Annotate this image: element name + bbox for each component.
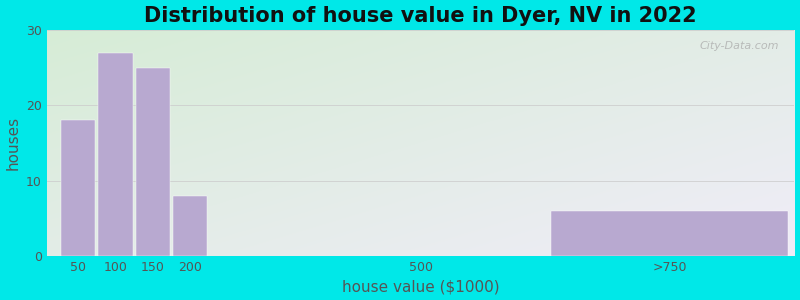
Y-axis label: houses: houses bbox=[6, 116, 21, 170]
Text: City-Data.com: City-Data.com bbox=[700, 41, 779, 51]
Bar bbox=[173, 196, 207, 256]
Bar bbox=[61, 120, 95, 256]
Bar bbox=[98, 52, 133, 256]
Bar bbox=[551, 211, 788, 256]
Bar bbox=[136, 68, 170, 256]
Title: Distribution of house value in Dyer, NV in 2022: Distribution of house value in Dyer, NV … bbox=[144, 6, 697, 26]
X-axis label: house value ($1000): house value ($1000) bbox=[342, 279, 499, 294]
